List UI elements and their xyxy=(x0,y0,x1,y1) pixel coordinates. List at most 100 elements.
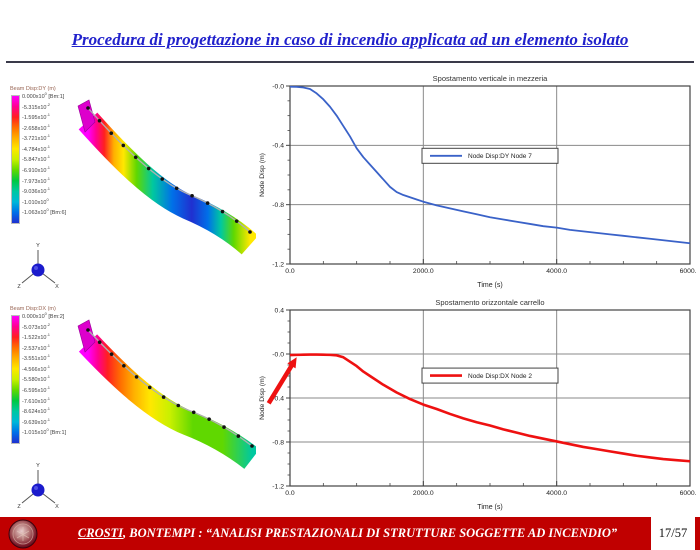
x-tick-label: 4000.0 xyxy=(546,268,567,275)
beam-node-dot xyxy=(134,375,139,379)
beam-node-dot xyxy=(190,193,194,198)
fem-legend-entry: -2.658x10-1 xyxy=(22,122,51,132)
beam-node-dot xyxy=(207,417,211,421)
fem-legend-entry: -9.639x10-1 xyxy=(22,416,51,426)
triad-label-x: X xyxy=(55,504,59,510)
y-tick-label: -1.2 xyxy=(272,483,284,490)
fem-legend-entry: -5.315x10-2 xyxy=(22,101,51,111)
fem-legend-entry: -9.036x10-1 xyxy=(22,186,51,196)
beam-node-dot xyxy=(205,201,210,205)
fem-legend-entry: -2.537x10-1 xyxy=(22,342,51,352)
legend-box xyxy=(421,147,559,164)
x-tick-label: 4000.0 xyxy=(546,490,567,497)
y-tick-label: -0.4 xyxy=(272,143,284,150)
fem-legend-entry: -1.595x10-1 xyxy=(22,112,51,122)
deformed-beam-render-dy xyxy=(77,99,259,255)
triad-sphere-highlight xyxy=(34,486,38,490)
x-tick-label: 6000.0 xyxy=(680,490,696,497)
triad-label-z: Z xyxy=(17,284,21,290)
beam-node-dot xyxy=(174,186,179,191)
beam-node-dot xyxy=(248,230,252,234)
fem-panel-dx: Beam Disp:DX (m) 0.000x100 [Bm:2] -5.073x… xyxy=(8,306,270,524)
series-line xyxy=(289,353,691,463)
fem-legend-entry: -8.624x10-1 xyxy=(22,406,51,416)
fem-color-scale-dx xyxy=(11,315,20,444)
y-axis-label: Node Disp (m) xyxy=(259,153,266,197)
beam-node-dot xyxy=(122,363,126,368)
beam-node-dot xyxy=(250,444,254,448)
arrow-annotation-shaft xyxy=(266,362,295,405)
y-tick-label: -0.0 xyxy=(272,351,284,358)
legend-box xyxy=(421,367,559,384)
y-tick-label: -0.4 xyxy=(272,395,284,402)
chart-title: Spostamento verticale in mezzeria xyxy=(433,74,548,83)
fem-legend-entry: 0.000x100 [Bm:1] xyxy=(22,91,65,100)
chart-vertical-displacement: 0.0 2000.0 4000.0 6000.0 -0.0 -0.4 -0.8 -1.2 Spo… xyxy=(256,72,696,292)
x-tick-label: 0.0 xyxy=(285,490,295,497)
chart-horizontal-displacement: 0.0 2000.0 4000.0 6000.0 0.4 -0.0 -0.4 -0.8 -1.2… xyxy=(256,296,696,514)
fem-legend-entry: -1.010x100 xyxy=(22,196,49,206)
beam-contour-band xyxy=(78,334,260,469)
beam-axis-line xyxy=(87,107,251,233)
fem-legend-header-dx: Beam Disp:DX (m) xyxy=(10,306,56,312)
plot-area xyxy=(290,86,690,264)
beam-node-dot xyxy=(234,219,239,223)
fem-legend-entry: -6.910x10-1 xyxy=(22,165,51,175)
fem-legend-entry: -1.522x10-1 xyxy=(22,332,51,342)
x-tick-label: 2000.0 xyxy=(413,490,434,497)
beam-node-dot xyxy=(147,385,152,390)
footer-author: CROSTI xyxy=(77,526,124,540)
beam-end-face xyxy=(77,319,96,353)
beam-node-dot xyxy=(176,403,181,408)
page-number: 17/57 xyxy=(651,517,695,550)
y-tick-label: -1.2 xyxy=(272,261,284,268)
fem-legend-entry: -6.595x10-1 xyxy=(22,385,51,395)
beam-node-dot xyxy=(191,410,196,415)
plot-border xyxy=(289,85,691,265)
fem-legend-entry: -1.063x100 [Bm:6] xyxy=(22,207,67,217)
beam-node-dot xyxy=(146,166,151,171)
triad-label-z: Z xyxy=(17,504,21,510)
triad-label-y: Y xyxy=(36,463,40,469)
beam-node-dot xyxy=(97,118,102,123)
fem-legend-entry: -7.610x10-1 xyxy=(22,395,51,405)
fem-legend-header-dy: Beam Disp:DY (m) xyxy=(10,86,56,92)
legend-label: Node Disp:DY Node 7 xyxy=(468,153,532,160)
beam-node-dot xyxy=(109,352,114,356)
x-tick-label: 2000.0 xyxy=(413,268,434,275)
fem-legend-entry: -5.847x10-1 xyxy=(22,154,51,164)
fem-panel-dy: Beam Disp:DY (m) 0.000x100 [Bm:1] -5.315x… xyxy=(8,86,270,304)
y-tick-label: 0.4 xyxy=(275,307,285,314)
legend-label: Node Disp:DX Node 2 xyxy=(468,373,532,380)
arrow-annotation-head xyxy=(287,357,297,369)
fem-legend-values-dx: 0.000x100 [Bm:2] -5.073x10-2 -1.522x10-1 -2… xyxy=(22,312,66,439)
fem-legend-entry: -3.551x10-1 xyxy=(22,353,51,363)
triad-origin-sphere xyxy=(31,263,45,277)
fem-legend-entry: -4.784x10-1 xyxy=(22,144,51,153)
triad-label-x: X xyxy=(55,284,59,290)
fem-legend-entry: -7.973x10-1 xyxy=(22,175,51,185)
beam-node-dot xyxy=(133,155,138,160)
beam-end-face xyxy=(77,99,96,133)
beam-node-dot xyxy=(86,106,90,110)
plot-border xyxy=(289,309,691,487)
beam-node-dot xyxy=(160,177,165,181)
fem-legend-entry: -5.073x10-2 xyxy=(22,321,51,331)
beam-axis-line xyxy=(87,329,253,447)
beam-contour-band xyxy=(78,112,259,255)
fem-legend-values-dy: 0.000x100 [Bm:1] -5.315x10-2 -1.595x10-1 -2… xyxy=(22,92,66,219)
beam-node-dot xyxy=(236,434,241,438)
coordinate-triad-icon: Y Z X xyxy=(17,243,59,290)
series-line xyxy=(289,85,691,245)
triad-sphere-highlight xyxy=(34,266,38,270)
university-seal-logo xyxy=(8,519,38,549)
fem-legend-entry: -5.580x10-1 xyxy=(22,374,51,384)
footer-bar: CROSTI, BONTEMPI : “ANALISI PRESTAZIONAL… xyxy=(0,517,700,550)
y-axis-label: Node Disp (m) xyxy=(259,376,266,420)
x-tick-label: 6000.0 xyxy=(680,268,696,275)
fem-legend-entry: 0.000x100 [Bm:2] xyxy=(22,311,65,320)
fem-color-scale-dy xyxy=(11,95,20,224)
y-tick-label: -0.8 xyxy=(272,202,284,209)
x-axis-label: Time (s) xyxy=(477,504,502,511)
